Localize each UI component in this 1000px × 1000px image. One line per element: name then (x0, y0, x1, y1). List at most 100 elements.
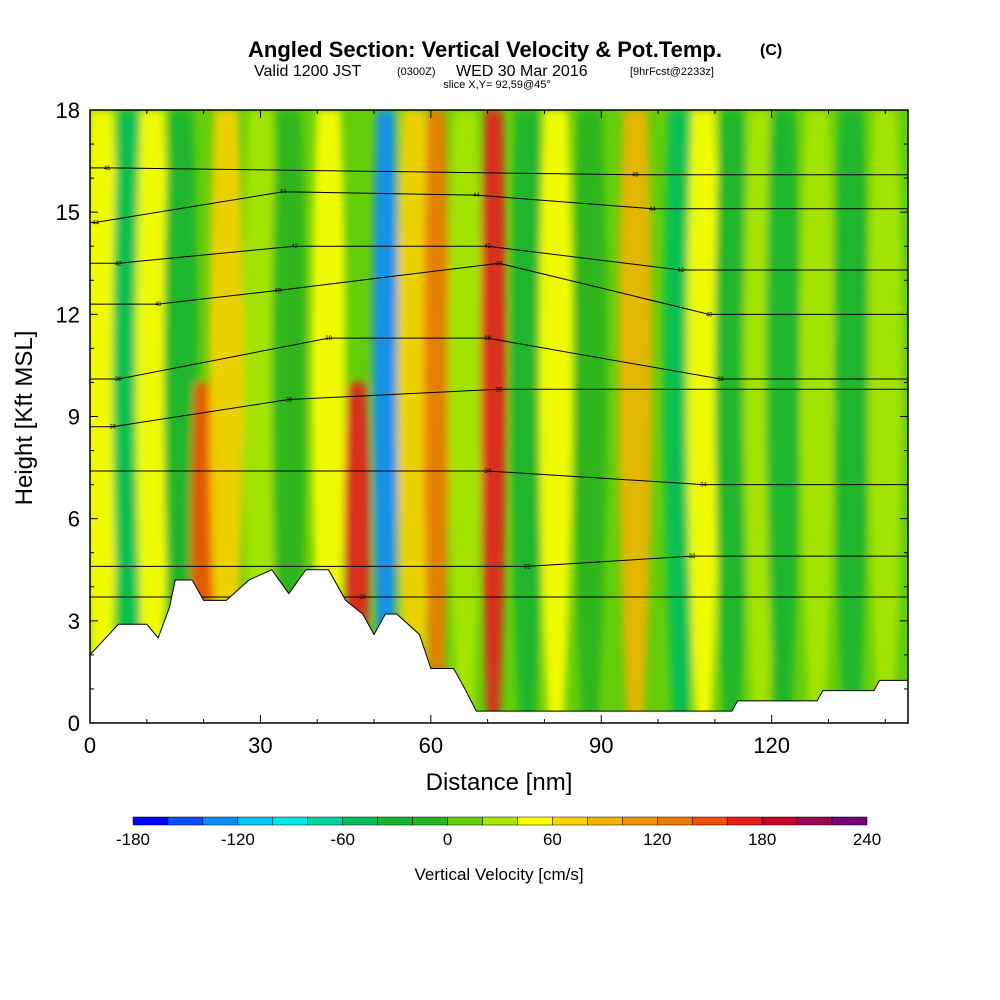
isentrope-line (90, 262, 908, 315)
velocity-band (572, 110, 608, 723)
colorbar-swatch (552, 816, 588, 826)
colorbar-tick-label: 120 (643, 830, 671, 849)
x-tick-label: 120 (753, 733, 790, 758)
isentrope-label: 34 (700, 483, 707, 489)
isentropes (90, 167, 908, 598)
colorbar-swatch (831, 816, 868, 826)
isentrope-label: 34 (484, 469, 491, 475)
y-tick-label: 18 (56, 98, 80, 123)
colorbar-swatch (726, 816, 763, 826)
isentrope-line (90, 470, 908, 486)
colorbar-swatch (587, 816, 623, 826)
colorbar-swatch (307, 816, 343, 826)
isentrope-line (90, 245, 908, 271)
colorbar-label: Vertical Velocity [cm/s] (414, 865, 583, 884)
isentrope-label: 32 (689, 554, 696, 560)
isentrope-labels: 46 44 42 40 38 36 44 42 40 38 36 44 42 40 38 36 34 32 30 46… (92, 166, 724, 601)
x-tick-label: 30 (248, 733, 272, 758)
velocity-band (447, 110, 483, 723)
velocity-band (243, 110, 278, 723)
velocity-band (834, 110, 869, 723)
colorbar-swatch (272, 816, 309, 826)
isentrope-label: 42 (677, 268, 684, 274)
x-axis-label: Distance [nm] (426, 769, 573, 796)
x-tick-label: 0 (84, 733, 96, 758)
isentrope-label: 36 (285, 397, 292, 403)
x-tick-label: 60 (419, 733, 443, 758)
colorbar-swatch (167, 816, 204, 826)
isentrope-label: 36 (109, 425, 116, 431)
velocity-band (538, 110, 573, 723)
isentrope-label: 40 (496, 261, 503, 267)
velocity-band (799, 110, 835, 723)
colorbar-tick-label: 180 (748, 830, 776, 849)
isentrope-label: 46 (104, 166, 111, 172)
isentrope-label: 44 (92, 220, 99, 226)
isentrope-label: 40 (155, 302, 162, 308)
colorbar-tick-label: -180 (116, 830, 150, 849)
colorbar-swatch (482, 816, 518, 826)
isentrope-line (90, 555, 908, 567)
colorbar-swatch (447, 816, 483, 826)
y-tick-label: 12 (56, 302, 80, 327)
velocity-band (423, 110, 450, 723)
isentrope-line (90, 388, 908, 428)
velocity-band (868, 110, 903, 723)
y-axis-ticks: 0 36 9 12 15 18 (56, 98, 908, 736)
isentrope-label: 40 (706, 312, 713, 318)
colorbar-swatch (622, 816, 658, 826)
colorbar: -180 -120 -60 0 60 120 180 240 (116, 816, 881, 849)
velocity-band (686, 110, 721, 723)
colorbar-swatch (132, 816, 169, 826)
isentrope-line (90, 191, 908, 223)
isentrope-label: 46 (632, 173, 639, 179)
y-tick-label: 15 (56, 200, 80, 225)
isentrope-label: 30 (359, 595, 366, 601)
y-tick-label: 9 (68, 405, 80, 430)
velocity-band (765, 110, 801, 723)
y-axis-label: Height [Kft MSL] (11, 331, 38, 506)
chart-title: Angled Section: Vertical Velocity & Pot.… (248, 37, 722, 62)
velocity-band (396, 110, 431, 723)
isentrope-label: 38 (484, 336, 491, 342)
isentrope-line (90, 167, 908, 176)
isentrope-label: 32 (524, 564, 531, 570)
colorbar-swatch (202, 816, 239, 826)
velocity-band (372, 110, 399, 723)
colorbar-swatch (237, 816, 274, 826)
isentrope-label: 42 (115, 261, 122, 267)
terrain-mask (90, 569, 908, 723)
x-tick-label: 90 (589, 733, 613, 758)
colorbar-swatch (691, 816, 728, 826)
velocity-band (618, 110, 653, 723)
y-tick-label: 0 (68, 711, 80, 736)
y-tick-label: 3 (68, 609, 80, 634)
velocity-band (480, 110, 507, 723)
x-axis-ticks: 0 30 60 90 120 (84, 110, 886, 758)
colorbar-swatch (342, 816, 378, 826)
colorbar-tick-label: 60 (543, 830, 562, 849)
subtitle-slice: slice X,Y= 92,59@45° (443, 79, 551, 91)
velocity-band (510, 110, 545, 723)
isentrope-line (90, 337, 908, 380)
isentrope-label: 42 (291, 244, 298, 250)
chart-title-unit: (C) (760, 42, 782, 59)
isentrope-label: 38 (115, 377, 122, 383)
subtitle-zulu: (0300Z) (397, 66, 436, 78)
velocity-band (135, 110, 170, 723)
colorbar-tick-label: 240 (853, 830, 881, 849)
isentrope-label: 36 (496, 387, 503, 393)
colorbar-swatch (377, 816, 413, 826)
isentrope-label: 38 (325, 336, 332, 342)
isentrope-label: 44 (473, 193, 480, 199)
colorbar-swatch (761, 816, 798, 826)
plot-area: 46 44 42 40 38 36 44 42 40 38 36 44 42 40 38 36 34 32 30 46… (90, 110, 908, 723)
isentrope-label: 40 (274, 288, 281, 294)
colorbar-tick-label: 0 (443, 830, 452, 849)
velocity-band (271, 110, 306, 723)
colorbar-swatch (412, 816, 448, 826)
isentrope-label: 44 (280, 190, 287, 196)
velocity-band (209, 110, 244, 723)
velocity-band (714, 110, 750, 723)
